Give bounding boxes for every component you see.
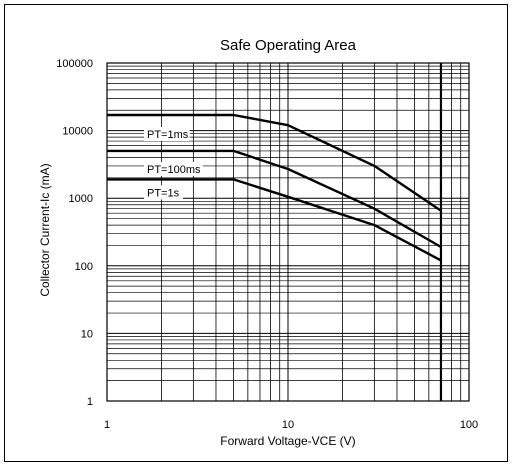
series-label: PT=1s — [147, 187, 180, 199]
plot-border — [106, 62, 470, 402]
series-labels: PT=1ms PT=100ms PT=1s — [144, 127, 203, 200]
series-line — [107, 178, 442, 262]
series-label: PT=1ms — [147, 129, 189, 141]
series-line — [107, 149, 442, 249]
y-axis-label: Collector Current-Ic (mA) — [38, 163, 52, 296]
x-axis-label: Forward Voltage-VCE (V) — [220, 434, 355, 448]
y-tick-label: 1 — [87, 396, 93, 408]
y-tick-label: 100 — [75, 261, 93, 273]
grid — [106, 62, 470, 402]
y-tick-label: 10 — [81, 328, 93, 340]
chart-title: Safe Operating Area — [220, 37, 357, 54]
series-label: PT=100ms — [147, 164, 201, 176]
series-lines — [107, 113, 442, 262]
x-tick-label: 100 — [460, 419, 478, 431]
chart-frame — [4, 4, 508, 462]
y-tick-label: 1000 — [69, 193, 93, 205]
x-tick-label: 10 — [282, 419, 294, 431]
x-tick-label: 1 — [104, 419, 110, 431]
tick-labels: 1 10 100 1 10 100 1000 10000 100000 — [56, 58, 478, 431]
series-label-bg — [144, 127, 190, 142]
y-tick-label: 10000 — [62, 126, 93, 138]
series-label-bg — [144, 185, 183, 200]
series-line — [107, 113, 442, 212]
series-label-bg — [144, 161, 203, 176]
y-tick-label: 100000 — [56, 58, 93, 70]
